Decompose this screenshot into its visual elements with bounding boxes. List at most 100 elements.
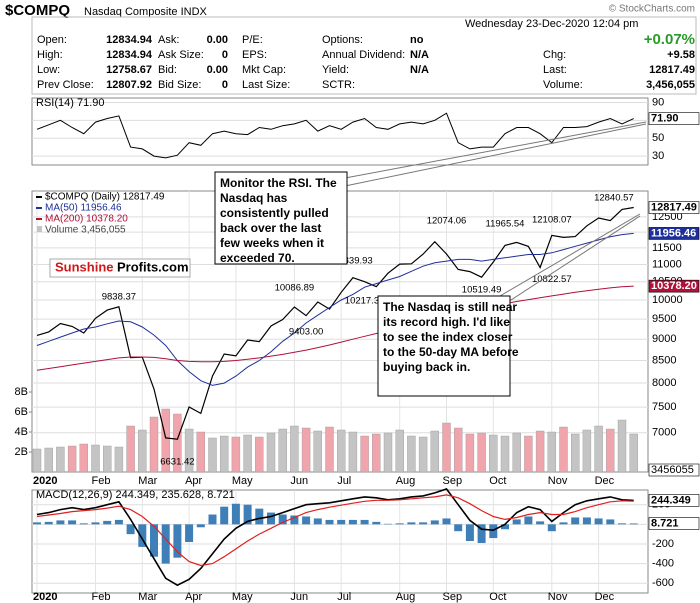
x-tick-label: Sep xyxy=(443,591,463,603)
callout-pointer xyxy=(499,213,641,297)
volume-bar xyxy=(196,431,206,473)
quote-label: Ask Size: xyxy=(158,49,204,61)
price-label: 10839.93 xyxy=(333,255,373,266)
quote-label: Prev Close: xyxy=(37,79,94,91)
histogram-bar xyxy=(278,514,287,525)
x-tick-label: Jul xyxy=(337,475,351,487)
histogram-bar xyxy=(465,524,474,542)
last-value-box xyxy=(648,517,700,530)
y-tick-label: -600 xyxy=(652,577,674,589)
y-tick-label: 30 xyxy=(652,150,664,162)
histogram-bar xyxy=(489,524,498,539)
quote-label: P/E: xyxy=(242,34,263,46)
volume-bar xyxy=(430,430,439,473)
volume-bar xyxy=(173,413,182,473)
last-value-label: 244.349 xyxy=(651,494,691,506)
volume-bar xyxy=(255,436,264,473)
y-tick-label: 7500 xyxy=(652,401,676,413)
price-label: 9838.37 xyxy=(102,292,136,303)
quote-label: Yield: xyxy=(322,64,349,76)
volume-bar xyxy=(535,430,545,473)
quote-value: 12758.67 xyxy=(106,64,152,76)
quote-value: 0.00 xyxy=(207,34,228,46)
histogram-bar xyxy=(267,512,275,525)
symbol: $COMPQ xyxy=(5,2,70,19)
quote-value: 0 xyxy=(222,79,228,91)
logo-frame xyxy=(49,258,191,278)
histogram-bar xyxy=(395,523,404,525)
quote-label: Mkt Cap: xyxy=(242,64,286,76)
callout-text: to see the index closer xyxy=(383,330,513,344)
histogram-bar xyxy=(196,524,205,528)
volume-bar xyxy=(231,436,241,473)
volume-bar xyxy=(512,432,521,473)
volume-bar xyxy=(278,428,287,473)
histogram-bar xyxy=(442,518,451,525)
histogram-bar xyxy=(185,524,194,542)
x-tick-label: Oct xyxy=(489,475,506,487)
histogram-bar xyxy=(313,518,322,525)
callout-text: Nasdaq has xyxy=(220,191,288,205)
x-tick-label: Mar xyxy=(138,591,157,603)
quote-label: Chg: xyxy=(543,49,566,61)
quote-label: Last Size: xyxy=(242,79,290,91)
x-tick-label: May xyxy=(232,475,253,487)
x-tick-label: Feb xyxy=(92,591,111,603)
histogram-bar xyxy=(348,519,357,525)
x-tick-label: Jul xyxy=(337,591,351,603)
last-value-label: 12817.49 xyxy=(651,201,697,213)
quote-value: +9.58 xyxy=(667,49,695,61)
histogram-bar xyxy=(208,514,217,525)
x-tick-label: Dec xyxy=(595,591,615,603)
last-value-box xyxy=(648,279,700,293)
volume-bar xyxy=(547,431,556,473)
y-tick-label: -200 xyxy=(652,538,674,550)
y-tick-label: 90 xyxy=(652,96,664,108)
last-value-box xyxy=(648,201,700,214)
callout-text: exceeded 70. xyxy=(220,251,295,265)
index-name: Nasdaq Composite INDX xyxy=(84,6,208,18)
volume-bar xyxy=(102,445,112,473)
volume-bar xyxy=(337,429,346,473)
quote-value: 3,456,055 xyxy=(646,79,695,91)
callout-pointer xyxy=(344,123,647,187)
histogram-bar xyxy=(220,506,229,525)
x-tick-label: Apr xyxy=(185,475,202,487)
last-value-box xyxy=(648,227,700,240)
histogram-bar xyxy=(559,522,568,525)
x-tick-label: Oct xyxy=(489,591,506,603)
quote-label: Ask: xyxy=(158,34,179,46)
legend-label: MA(50) 11956.46 xyxy=(45,203,122,214)
x-tick-label: Nov xyxy=(548,475,568,487)
histogram-bar xyxy=(68,520,77,525)
x-tick-label: 2020 xyxy=(33,475,57,487)
volume-bar xyxy=(617,419,627,473)
y-tick-label: 8000 xyxy=(652,377,676,389)
quote-label: High: xyxy=(37,49,63,61)
callout-text: few weeks when it xyxy=(220,236,324,250)
volume-bar xyxy=(79,443,89,473)
x-tick-label: Jun xyxy=(290,591,308,603)
volume-bar xyxy=(114,446,124,473)
copyright: © StockCharts.com xyxy=(609,4,695,15)
histogram-bar xyxy=(173,524,182,558)
volume-tick-label: 4B xyxy=(15,426,28,438)
volume-bar xyxy=(465,433,475,473)
histogram-bar xyxy=(501,524,509,530)
callout-text: consistently pulled xyxy=(220,206,329,220)
legend-swatch xyxy=(37,226,42,232)
histogram-bar xyxy=(337,519,346,525)
histogram-bar xyxy=(91,522,100,525)
volume-bar xyxy=(571,433,580,473)
volume-bar xyxy=(477,432,486,473)
callout-text: back over the last xyxy=(220,221,321,235)
quote-label: Annual Dividend: xyxy=(322,49,405,61)
histogram-bar xyxy=(454,524,463,532)
quote-value: N/A xyxy=(410,49,429,61)
volume-bar xyxy=(301,427,311,473)
panel-title: MACD(12,26,9) 244.349, 235.628, 8.721 xyxy=(36,489,235,501)
callout-text: Monitor the RSI. The xyxy=(220,176,337,190)
histogram-bar xyxy=(582,517,591,525)
y-tick-label: 9500 xyxy=(652,313,676,325)
last-value-label: 10378.20 xyxy=(651,280,697,292)
